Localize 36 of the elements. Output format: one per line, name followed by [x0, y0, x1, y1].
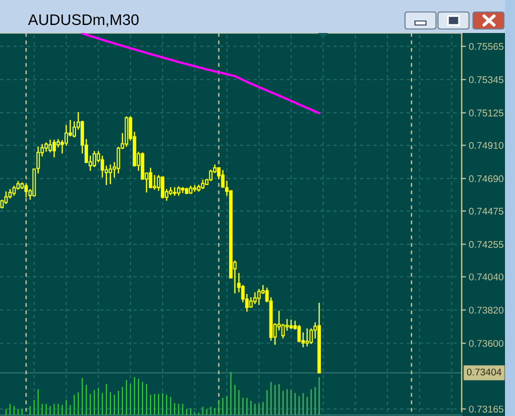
- line-series: [81, 33, 320, 114]
- candlestick: [160, 176, 164, 200]
- candlestick: [100, 155, 104, 178]
- candlestick: [305, 328, 309, 348]
- y-tick-label: 0.74690: [469, 175, 504, 182]
- candlestick: [253, 292, 257, 305]
- candlestick: [148, 167, 152, 189]
- y-tick-label: 0.75345: [469, 76, 504, 84]
- candlestick: [281, 323, 285, 340]
- candlestick: [44, 142, 48, 152]
- y-tick-label: 0.73600: [469, 340, 504, 347]
- y-tick-label: 0.75565: [469, 43, 504, 50]
- candlestick: [152, 174, 156, 190]
- candlestick: [176, 186, 180, 196]
- candlestick: [201, 179, 204, 190]
- ref-line-label: 0.73404: [466, 368, 502, 376]
- y-tick-label: 0.74475: [469, 208, 504, 215]
- candlestick: [24, 183, 28, 198]
- candlestick: [289, 319, 293, 330]
- candlestick: [108, 164, 112, 185]
- candlestick: [92, 150, 96, 168]
- candlestick: [12, 185, 16, 196]
- candlestick: [172, 186, 176, 196]
- y-tick-label: 0.74040: [469, 273, 504, 280]
- candlestick: [52, 139, 56, 158]
- y-tick-label: 0.74910: [469, 142, 504, 149]
- candlestick: [4, 190, 8, 205]
- y-tick-label: 0.73165: [469, 406, 504, 413]
- candlestick: [48, 139, 52, 154]
- candlestick: [257, 288, 261, 306]
- chart-title: AUDUSDm,M30: [28, 14, 139, 27]
- y-tick-label: 0.74255: [469, 240, 504, 248]
- candlestick: [8, 188, 12, 200]
- candlestick: [116, 146, 120, 174]
- y-tick-label: 0.75125: [469, 110, 504, 116]
- y-tick-label: 0.73820: [469, 306, 504, 314]
